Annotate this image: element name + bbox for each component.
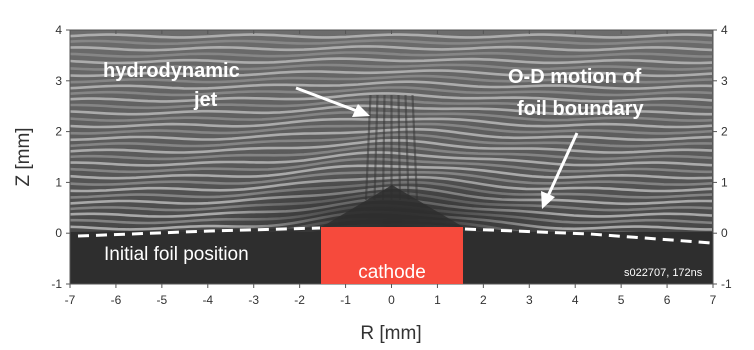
jet-label-line2: jet bbox=[193, 89, 218, 111]
fringe-line bbox=[70, 63, 713, 71]
y-tick-label: 2 bbox=[55, 125, 62, 139]
x-tick-label: 4 bbox=[572, 293, 579, 307]
y-tick-label-right: 3 bbox=[721, 74, 728, 88]
fringe-line bbox=[70, 80, 713, 90]
fringe-line bbox=[70, 57, 713, 65]
x-tick-label: 3 bbox=[526, 293, 533, 307]
fringe-line bbox=[70, 33, 713, 39]
shot-id-label: s022707, 172ns bbox=[624, 267, 703, 279]
y-axis-title: Z [mm] bbox=[13, 127, 34, 186]
x-axis: -7 -6 -5 -4 -3 -2 -1 0 1 2 3 4 5 6 7 bbox=[65, 30, 717, 307]
fringe-line bbox=[70, 45, 713, 52]
initial-foil-boundary-line bbox=[77, 226, 321, 238]
y-tick-label: -1 bbox=[51, 277, 62, 291]
x-axis-title: R [mm] bbox=[360, 323, 421, 344]
x-tick-label: -4 bbox=[202, 293, 213, 307]
y-tick-label: 1 bbox=[55, 175, 62, 189]
y-tick-label-right: -1 bbox=[721, 277, 732, 291]
x-tick-label: 6 bbox=[664, 293, 671, 307]
fringe-line bbox=[70, 51, 712, 58]
y-tick-label-right: 2 bbox=[721, 125, 728, 139]
y-tick-label-right: 0 bbox=[721, 226, 728, 240]
initial-foil-boundary-line-right bbox=[464, 227, 713, 245]
x-tick-label: 1 bbox=[434, 293, 441, 307]
y-axis-right: -1 0 1 2 3 4 bbox=[713, 23, 732, 291]
fringe-line bbox=[70, 74, 713, 84]
x-tick-label: 0 bbox=[388, 293, 395, 307]
fringe-line bbox=[70, 69, 713, 78]
x-tick-label: -6 bbox=[111, 293, 122, 307]
y-tick-label: 3 bbox=[55, 74, 62, 88]
x-tick-label: -7 bbox=[65, 293, 76, 307]
od-motion-label-line1: O-D motion of bbox=[508, 66, 642, 88]
fringe-line bbox=[70, 86, 713, 97]
initial-foil-label: Initial foil position bbox=[104, 244, 249, 265]
y-axis-left: -1 0 1 2 3 4 bbox=[51, 23, 70, 291]
od-motion-label-line2: foil boundary bbox=[517, 98, 645, 120]
cathode-block bbox=[321, 227, 463, 284]
y-tick-label: 0 bbox=[55, 226, 62, 240]
x-tick-label: 5 bbox=[618, 293, 625, 307]
interference-fringes bbox=[70, 33, 713, 250]
y-tick-label-right: 1 bbox=[721, 175, 728, 189]
fringe-line bbox=[70, 39, 713, 46]
x-tick-label: -2 bbox=[294, 293, 305, 307]
x-tick-label: 2 bbox=[480, 293, 487, 307]
foil-boundary-arrow bbox=[541, 132, 579, 209]
x-tick-label: -1 bbox=[340, 293, 351, 307]
y-tick-label-right: 4 bbox=[721, 23, 728, 37]
x-tick-label: -3 bbox=[248, 293, 259, 307]
x-tick-label: 7 bbox=[710, 293, 717, 307]
fringe-line bbox=[70, 92, 713, 103]
y-tick-label: 4 bbox=[55, 23, 62, 37]
x-tick-label: -5 bbox=[157, 293, 168, 307]
jet-arrow bbox=[295, 86, 370, 117]
jet-label-line1: hydrodynamic bbox=[103, 60, 240, 82]
cathode-label: cathode bbox=[358, 262, 426, 283]
